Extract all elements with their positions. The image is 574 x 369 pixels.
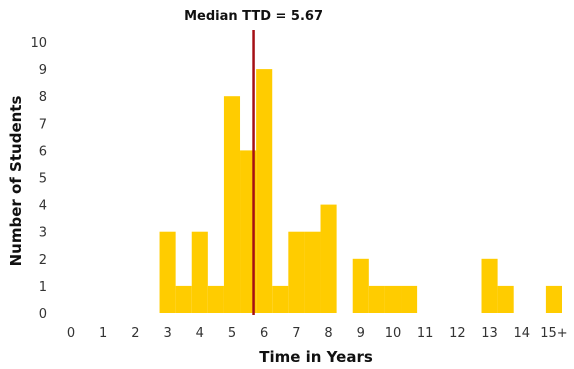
histogram-bar xyxy=(191,231,208,313)
y-tick-label: 0 xyxy=(39,307,47,322)
histogram-bar xyxy=(159,231,176,313)
y-tick-label: 2 xyxy=(39,253,47,268)
y-tick-label: 6 xyxy=(39,144,47,159)
bars-group xyxy=(159,69,562,313)
histogram-bar xyxy=(272,285,289,313)
x-tick-label: 15+ xyxy=(540,326,567,341)
x-tick-label: 3 xyxy=(163,326,171,341)
histogram-bar xyxy=(256,69,273,313)
x-tick-label: 7 xyxy=(292,326,300,341)
x-tick-label: 11 xyxy=(417,326,434,341)
histogram-bar xyxy=(497,285,514,313)
histogram-bar xyxy=(368,285,385,313)
y-tick-label: 9 xyxy=(39,63,47,78)
histogram-bar xyxy=(384,285,402,313)
x-tick-label: 1 xyxy=(99,326,107,341)
histogram-bar xyxy=(175,285,192,313)
x-tick-label: 12 xyxy=(449,326,466,341)
x-tick-labels: 0 1 2 3 4 5 6 7 8 9 10 11 12 13 14 15+ xyxy=(67,326,568,341)
x-tick-label: 6 xyxy=(260,326,268,341)
y-tick-label: 7 xyxy=(39,117,47,132)
x-tick-label: 5 xyxy=(228,326,236,341)
x-tick-label: 4 xyxy=(196,326,204,341)
x-tick-label: 14 xyxy=(513,326,530,341)
y-tick-label: 4 xyxy=(39,199,47,214)
x-tick-label: 2 xyxy=(131,326,139,341)
histogram-bar xyxy=(207,285,224,313)
y-tick-label: 1 xyxy=(39,280,47,295)
histogram-bar xyxy=(401,285,418,313)
y-tick-label: 5 xyxy=(39,172,47,187)
histogram-bar xyxy=(288,231,305,313)
histogram-bar xyxy=(481,258,498,313)
x-tick-label: 0 xyxy=(67,326,75,341)
x-axis-title: Time in Years xyxy=(259,348,373,366)
histogram-bar xyxy=(545,285,562,313)
x-tick-label: 10 xyxy=(385,326,402,341)
histogram-bar xyxy=(352,258,369,313)
y-tick-labels: 0 1 2 3 4 5 6 7 8 9 10 xyxy=(30,36,47,322)
y-axis-title: Number of Students xyxy=(7,96,25,267)
histogram-bar xyxy=(240,150,257,313)
x-tick-label: 9 xyxy=(357,326,365,341)
histogram-bar xyxy=(223,96,241,313)
x-tick-label: 8 xyxy=(324,326,332,341)
histogram-bar xyxy=(320,204,337,313)
y-tick-label: 10 xyxy=(30,36,47,51)
histogram-bar xyxy=(304,231,321,313)
y-tick-label: 3 xyxy=(39,226,47,241)
y-tick-label: 8 xyxy=(39,90,47,105)
median-label: Median TTD = 5.67 xyxy=(184,9,323,24)
x-tick-label: 13 xyxy=(481,326,498,341)
